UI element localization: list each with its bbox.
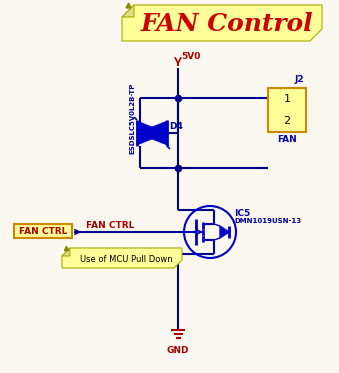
Text: DMN1019USN-13: DMN1019USN-13 [234, 218, 301, 224]
Text: GND: GND [167, 346, 189, 355]
Text: FAN Control: FAN Control [141, 12, 313, 36]
Text: D4: D4 [169, 122, 183, 131]
Text: 5V0: 5V0 [181, 52, 200, 61]
Text: FAN CTRL: FAN CTRL [86, 222, 134, 231]
Polygon shape [137, 121, 167, 145]
FancyBboxPatch shape [268, 88, 306, 132]
Text: FAN CTRL: FAN CTRL [19, 226, 67, 235]
Polygon shape [122, 5, 322, 41]
Text: Use of MCU Pull Down: Use of MCU Pull Down [80, 254, 172, 263]
Text: FAN: FAN [277, 135, 297, 144]
Polygon shape [220, 226, 229, 238]
Text: J2: J2 [294, 75, 304, 85]
Polygon shape [62, 248, 70, 256]
FancyBboxPatch shape [14, 224, 72, 238]
Polygon shape [137, 121, 167, 145]
Text: 2: 2 [283, 116, 291, 126]
Polygon shape [122, 5, 134, 17]
Polygon shape [62, 248, 182, 268]
Text: ESDSLC5V0L2B-TP: ESDSLC5V0L2B-TP [129, 82, 135, 154]
Text: 1: 1 [283, 94, 291, 104]
Text: IC5: IC5 [234, 209, 250, 218]
